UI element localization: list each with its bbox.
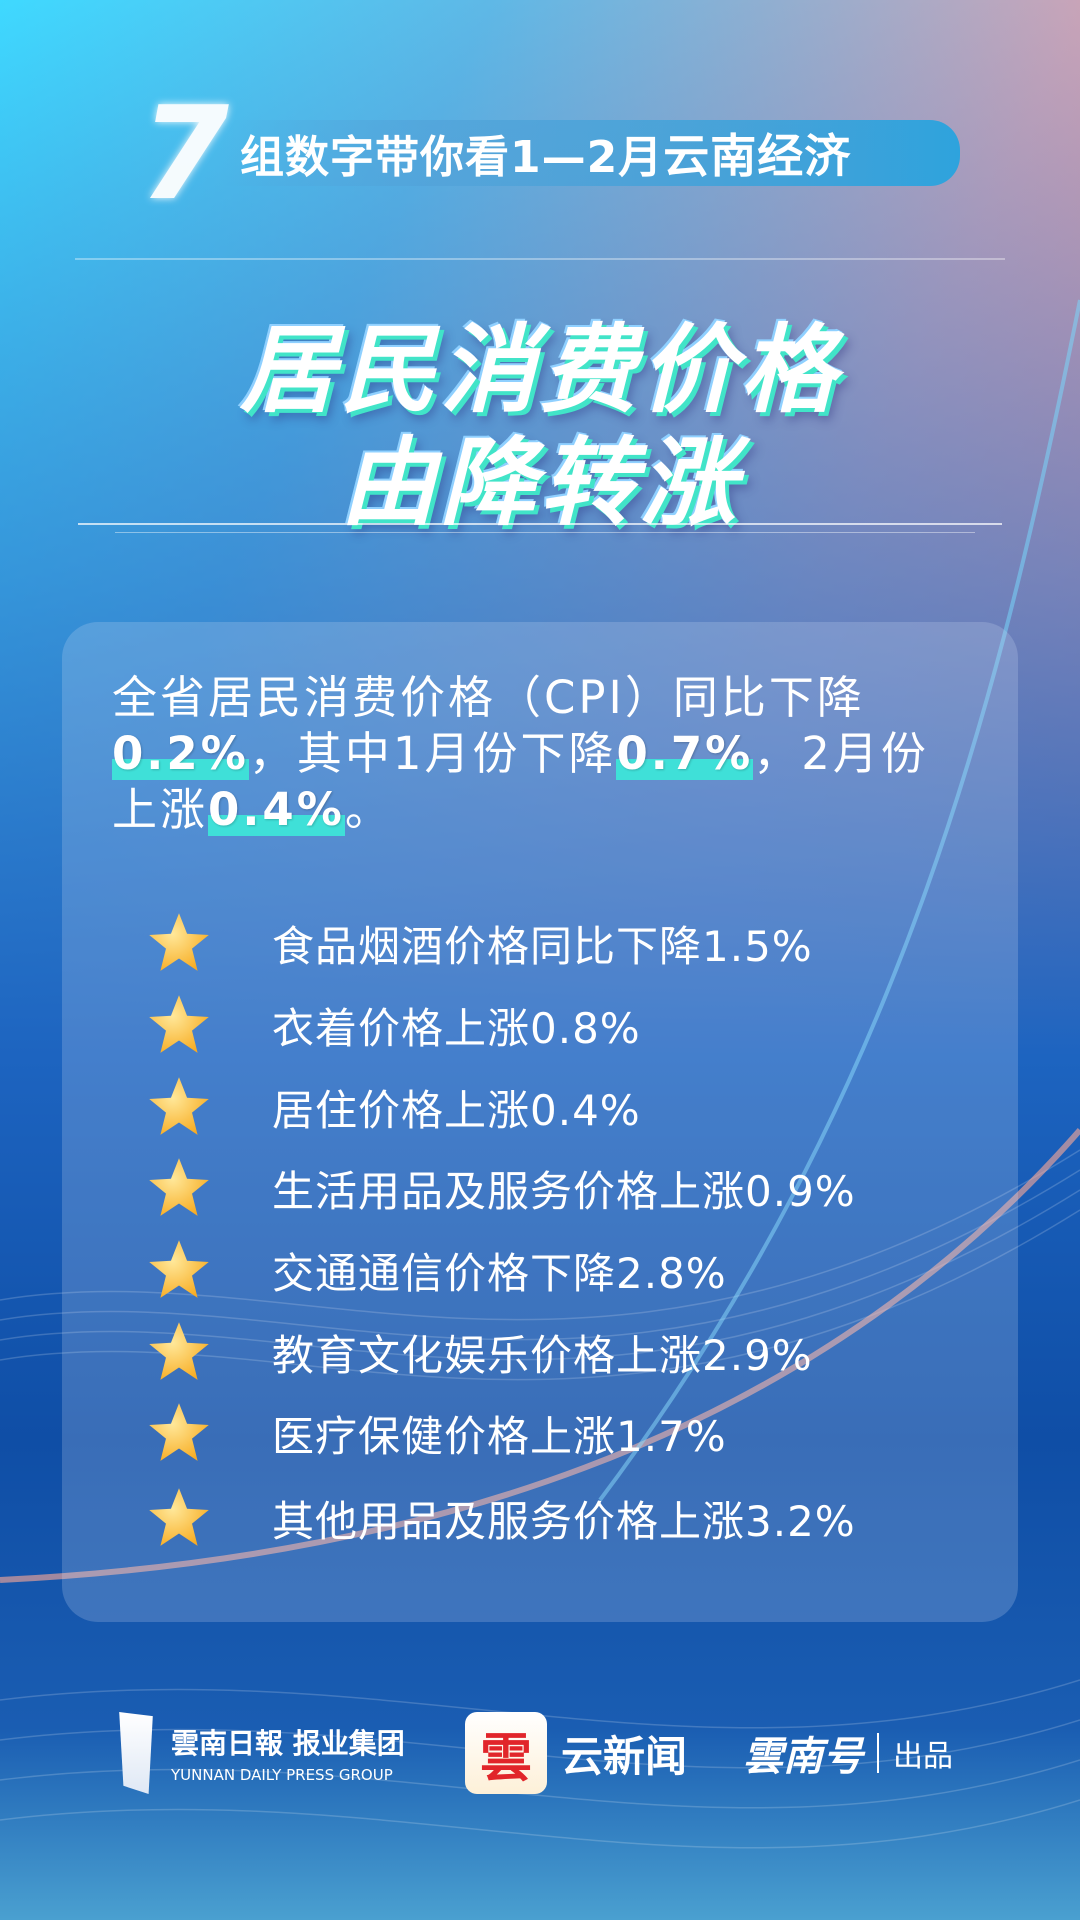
list-item-text: 衣着价格上涨0.8% (272, 1003, 641, 1053)
list-item: 居住价格上涨0.4% (148, 1077, 641, 1137)
list-item-text: 居住价格上涨0.4% (272, 1085, 641, 1135)
header-text: 组数字带你看1—2月 (240, 132, 664, 183)
header-number: 7 (140, 80, 230, 229)
intro-text: 。 (344, 783, 393, 836)
header-pill: 组数字带你看1—2月 云南经济 (220, 120, 960, 186)
list-item-text: 生活用品及服务价格上涨0.9% (272, 1166, 856, 1216)
list-item: 衣着价格上涨0.8% (148, 995, 641, 1055)
press-group-en: YUNNAN DAILY PRESS GROUP (171, 1766, 393, 1784)
highlight-value: 0.7% (616, 727, 754, 780)
header: 7 组数字带你看1—2月 云南经济 (140, 80, 970, 229)
star-icon (149, 1077, 209, 1135)
separator (877, 1733, 879, 1773)
header-text-bold: 云南经济 (663, 129, 852, 183)
list-item-text: 食品烟酒价格同比下降1.5% (272, 921, 813, 971)
intro-text: ，其中1月份下降 (248, 727, 617, 780)
footer: 雲南日報 报业集团 YUNNAN DAILY PRESS GROUP 雲 云新闻… (115, 1712, 975, 1794)
list-item: 生活用品及服务价格上涨0.9% (148, 1158, 856, 1218)
page-title-line2: 由降转涨 (340, 427, 740, 539)
divider-thin (115, 532, 975, 533)
intro-paragraph: 全省居民消费价格（CPI）同比下降0.2%，其中1月份下降0.7%，2月份上涨0… (112, 670, 972, 838)
page-title-line1: 居民消费价格 (240, 314, 840, 426)
divider (78, 523, 1002, 525)
intro-text: 全省居民消费价格（CPI）同比下降 (112, 671, 865, 724)
yunxinwen-app-icon: 雲 (465, 1712, 547, 1794)
star-icon (149, 913, 209, 971)
star-icon (149, 1322, 209, 1380)
highlight-value: 0.2% (112, 727, 249, 780)
list-item: 交通通信价格下降2.8% (148, 1240, 727, 1300)
star-icon (149, 995, 209, 1053)
press-group-name: 雲南日報 报业集团 (171, 1727, 405, 1760)
highlight-value: 0.4% (208, 783, 345, 836)
list-item-text: 医疗保健价格上涨1.7% (272, 1411, 727, 1461)
list-item: 医疗保健价格上涨1.7% (148, 1403, 727, 1463)
list-item-text: 教育文化娱乐价格上涨2.9% (272, 1330, 813, 1380)
yunnanhao-logo: 雲南号 (743, 1733, 863, 1780)
intro-text: ，2月份上涨 (112, 727, 929, 836)
star-icon (149, 1403, 209, 1461)
list-item: 食品烟酒价格同比下降1.5% (148, 913, 813, 973)
list-item-text: 其他用品及服务价格上涨3.2% (272, 1496, 856, 1546)
app-name: 云新闻 (561, 1731, 688, 1781)
star-icon (149, 1240, 209, 1298)
list-item: 其他用品及服务价格上涨3.2% (148, 1488, 856, 1548)
list-item: 教育文化娱乐价格上涨2.9% (148, 1322, 813, 1382)
list-item-text: 交通通信价格下降2.8% (272, 1248, 727, 1298)
produced-label: 出品 (893, 1739, 953, 1774)
yunnan-daily-logo-icon (119, 1712, 153, 1794)
star-icon (149, 1158, 209, 1216)
divider-top (75, 258, 1005, 260)
star-icon (149, 1488, 209, 1546)
